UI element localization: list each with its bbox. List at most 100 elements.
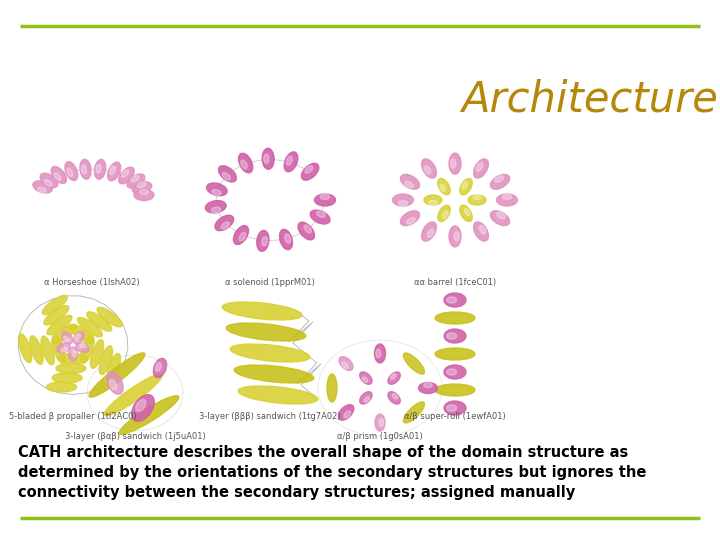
Ellipse shape <box>320 194 330 200</box>
Ellipse shape <box>407 218 415 224</box>
Ellipse shape <box>284 152 298 172</box>
Ellipse shape <box>424 166 431 174</box>
Ellipse shape <box>379 418 384 427</box>
Ellipse shape <box>435 312 475 324</box>
Ellipse shape <box>33 181 53 193</box>
Ellipse shape <box>418 382 438 394</box>
Ellipse shape <box>212 207 221 213</box>
Ellipse shape <box>240 160 247 169</box>
Ellipse shape <box>96 164 101 173</box>
Ellipse shape <box>42 295 67 315</box>
Ellipse shape <box>451 159 456 168</box>
Ellipse shape <box>132 395 154 421</box>
Ellipse shape <box>239 232 246 241</box>
Ellipse shape <box>446 369 456 375</box>
Text: CATH architecture describes the overall shape of the domain structure as: CATH architecture describes the overall … <box>18 445 629 460</box>
Ellipse shape <box>61 348 67 352</box>
Ellipse shape <box>339 356 353 370</box>
Ellipse shape <box>30 336 43 364</box>
Ellipse shape <box>86 312 112 331</box>
Text: α/β prism (1g0sA01): α/β prism (1g0sA01) <box>337 432 423 441</box>
Ellipse shape <box>342 362 348 368</box>
Ellipse shape <box>443 211 448 218</box>
Ellipse shape <box>94 159 106 179</box>
Text: 3-layer (βββ) sandwich (1tg7A02): 3-layer (βββ) sandwich (1tg7A02) <box>199 412 341 421</box>
Ellipse shape <box>134 190 154 200</box>
Ellipse shape <box>97 307 122 327</box>
Ellipse shape <box>107 353 120 382</box>
Ellipse shape <box>444 329 466 343</box>
Ellipse shape <box>422 222 436 241</box>
Ellipse shape <box>119 396 179 434</box>
Text: Architecture: Architecture <box>462 79 719 121</box>
Ellipse shape <box>490 211 510 226</box>
Ellipse shape <box>99 346 112 375</box>
Ellipse shape <box>153 359 166 377</box>
Ellipse shape <box>207 183 227 196</box>
Ellipse shape <box>80 343 86 348</box>
Ellipse shape <box>343 411 351 418</box>
Ellipse shape <box>230 344 310 362</box>
Text: determined by the orientations of the secondary structures but ignores the: determined by the orientations of the se… <box>18 465 647 480</box>
Ellipse shape <box>81 335 94 363</box>
Ellipse shape <box>156 363 161 372</box>
Ellipse shape <box>405 181 413 188</box>
Ellipse shape <box>47 315 72 335</box>
Ellipse shape <box>440 184 446 192</box>
Ellipse shape <box>476 163 483 171</box>
Ellipse shape <box>264 154 269 164</box>
Text: 3-layer (βαβ) sandwich (1j5uA01): 3-layer (βαβ) sandwich (1j5uA01) <box>65 432 205 441</box>
Ellipse shape <box>62 332 73 344</box>
Ellipse shape <box>460 205 472 221</box>
Ellipse shape <box>392 194 413 206</box>
Ellipse shape <box>107 162 121 181</box>
Ellipse shape <box>438 205 450 221</box>
Ellipse shape <box>454 232 459 241</box>
Text: αα barrel (1fceC01): αα barrel (1fceC01) <box>414 278 496 287</box>
Ellipse shape <box>80 159 91 179</box>
Ellipse shape <box>57 343 71 353</box>
Ellipse shape <box>41 336 54 365</box>
Ellipse shape <box>44 180 52 186</box>
Ellipse shape <box>238 153 253 173</box>
Ellipse shape <box>446 405 456 411</box>
Ellipse shape <box>403 402 425 423</box>
Ellipse shape <box>462 181 467 189</box>
Ellipse shape <box>222 302 302 320</box>
Ellipse shape <box>52 373 82 383</box>
Ellipse shape <box>262 237 267 246</box>
Ellipse shape <box>234 365 314 383</box>
Ellipse shape <box>449 153 461 174</box>
Ellipse shape <box>364 397 369 402</box>
Ellipse shape <box>304 225 311 233</box>
Ellipse shape <box>109 166 116 174</box>
Ellipse shape <box>403 353 425 374</box>
Text: α solenoid (1pprM01): α solenoid (1pprM01) <box>225 278 315 287</box>
Ellipse shape <box>424 195 442 205</box>
Ellipse shape <box>438 179 450 195</box>
Ellipse shape <box>444 293 466 307</box>
Ellipse shape <box>449 226 461 247</box>
Ellipse shape <box>480 226 486 234</box>
Ellipse shape <box>287 156 292 165</box>
Ellipse shape <box>109 380 117 389</box>
Text: connectivity between the secondary structures; assigned manually: connectivity between the secondary struc… <box>18 485 575 500</box>
Ellipse shape <box>51 166 66 184</box>
Ellipse shape <box>310 210 330 224</box>
Ellipse shape <box>390 374 396 379</box>
Ellipse shape <box>205 200 226 213</box>
Ellipse shape <box>233 226 248 245</box>
Ellipse shape <box>503 194 512 200</box>
Ellipse shape <box>68 347 78 361</box>
Ellipse shape <box>127 174 145 188</box>
Ellipse shape <box>91 340 104 368</box>
Ellipse shape <box>362 377 368 382</box>
Text: α/β super-roll (1ewfA01): α/β super-roll (1ewfA01) <box>404 412 506 421</box>
Ellipse shape <box>497 194 518 206</box>
Ellipse shape <box>305 166 312 173</box>
Ellipse shape <box>119 167 134 184</box>
Ellipse shape <box>257 231 269 251</box>
Ellipse shape <box>54 173 61 181</box>
Ellipse shape <box>474 222 488 241</box>
Ellipse shape <box>424 383 432 388</box>
